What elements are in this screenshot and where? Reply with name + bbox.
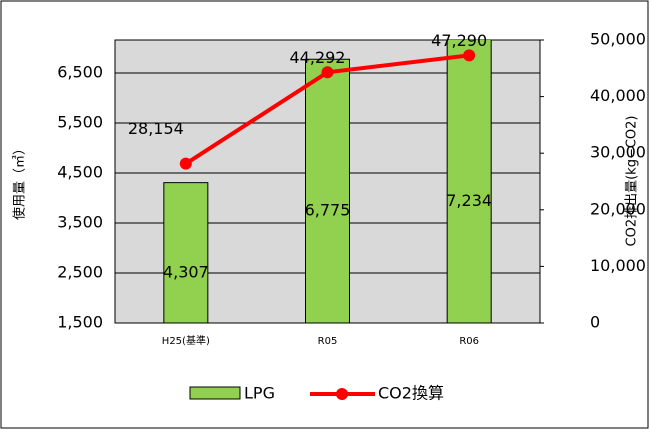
- y-axis-label: 使用量（㎥）: [12, 142, 28, 220]
- legend-label: LPG: [244, 384, 275, 403]
- bar: [163, 182, 209, 323]
- y2-tick-label: 0: [590, 313, 600, 332]
- y2-tick-label: 10,000: [590, 256, 646, 275]
- line-value-label: 28,154: [128, 119, 184, 138]
- y-tick-label: 4,500: [57, 163, 103, 182]
- y-tick-label: 5,500: [57, 113, 103, 132]
- bar: [305, 58, 350, 323]
- y-tick-label: 2,500: [57, 263, 103, 282]
- legend-swatch: [189, 386, 241, 400]
- x-tick-label: H25(基準): [162, 334, 210, 347]
- x-tick-label: R05: [318, 336, 338, 347]
- bar-value-label: 6,775: [305, 201, 351, 220]
- legend-marker: [336, 388, 348, 400]
- line-value-label: 47,290: [431, 31, 487, 50]
- bar-value-label: 4,307: [163, 262, 209, 281]
- line-marker: [179, 157, 192, 170]
- line-value-label: 44,292: [290, 48, 346, 67]
- y2-axis-label: CO2排出量(kg−CO2): [625, 116, 640, 247]
- y-tick-label: 6,500: [57, 63, 103, 82]
- legend-label: CO2換算: [378, 384, 444, 403]
- y-tick-label: 3,500: [57, 213, 103, 232]
- bar-value-label: 7,234: [446, 191, 492, 210]
- y2-tick-label: 20,000: [590, 199, 646, 218]
- line-marker: [321, 66, 334, 79]
- x-tick-label: R06: [459, 336, 479, 347]
- y2-tick-label: 40,000: [590, 86, 646, 105]
- bar: [446, 40, 492, 323]
- y-tick-label: 1,500: [57, 313, 103, 332]
- y2-tick-label: 30,000: [590, 143, 646, 162]
- y2-tick-label: 50,000: [590, 30, 646, 49]
- line-marker: [463, 49, 476, 62]
- bars: [163, 40, 492, 323]
